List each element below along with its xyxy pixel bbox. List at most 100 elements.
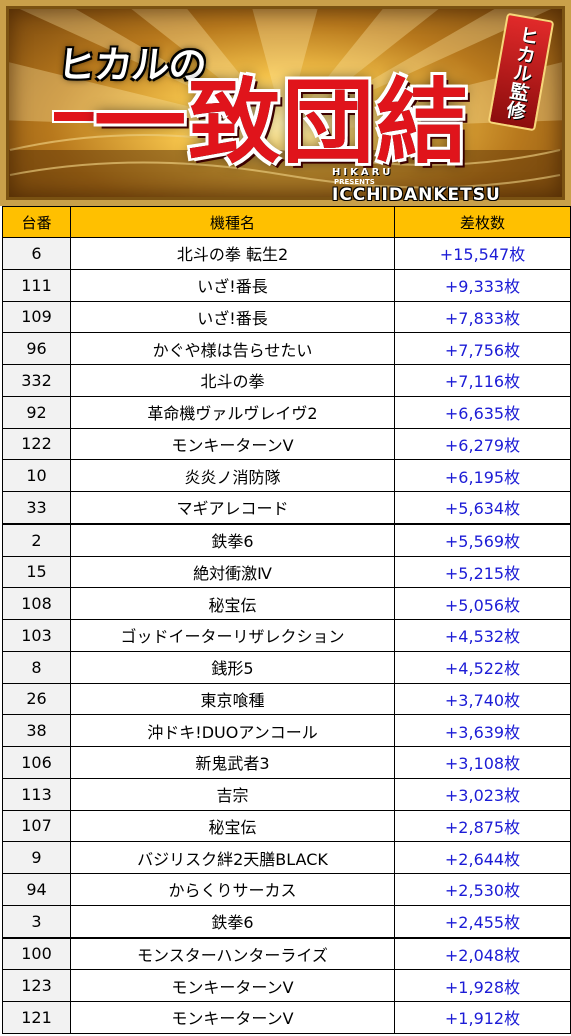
coin-difference-cell: +5,569枚	[394, 522, 571, 557]
machine-number-cell: 106	[2, 746, 71, 779]
table-row: 113 吉宗 +3,023枚	[2, 777, 571, 811]
coin-difference-cell: +1,912枚	[394, 1001, 571, 1034]
machine-number-cell: 103	[2, 619, 71, 652]
machine-number-cell: 6	[2, 237, 71, 270]
table-row: 103 ゴッドイーターリザレクション +4,532枚	[2, 619, 571, 652]
machine-name-cell: 鉄拳6	[70, 904, 395, 939]
machine-number-cell: 122	[2, 427, 71, 461]
banner-frame	[0, 0, 571, 206]
machine-number-cell: 3	[2, 904, 71, 939]
machine-name-cell: 革命機ヴァルヴレイヴ2	[70, 395, 395, 429]
header-machine-number: 台番	[2, 206, 71, 238]
coin-difference-cell: +6,279枚	[394, 427, 571, 461]
machine-name-cell: 銭形5	[70, 650, 395, 684]
machine-name-cell: モンキーターンV	[70, 1001, 395, 1034]
machine-number-cell: 33	[2, 490, 71, 525]
machine-name-cell: バジリスク絆2天膳BLACK	[70, 841, 395, 874]
table-row: 38 沖ドキ!DUOアンコール +3,639枚	[2, 714, 571, 747]
banner-sub-hikaru: HIKARU	[332, 167, 394, 178]
header-coin-difference: 差枚数	[394, 206, 571, 238]
table-row: 92 革命機ヴァルヴレイヴ2 +6,635枚	[2, 395, 571, 429]
table-row: 111 いざ!番長 +9,333枚	[2, 268, 571, 302]
coin-difference-cell: +2,048枚	[394, 936, 571, 971]
coin-difference-cell: +3,108枚	[394, 746, 571, 779]
banner-sub-presents: PRESENTS	[334, 178, 375, 186]
coin-difference-cell: +5,634枚	[394, 490, 571, 525]
machine-name-cell: 秘宝伝	[70, 587, 395, 620]
machine-number-cell: 8	[2, 650, 71, 684]
machine-number-cell: 92	[2, 395, 71, 429]
machine-name-cell: いざ!番長	[70, 300, 395, 334]
machine-number-cell: 38	[2, 714, 71, 747]
table-header-row: 台番 機種名 差枚数	[2, 206, 571, 238]
machine-name-cell: 沖ドキ!DUOアンコール	[70, 714, 395, 747]
table-row: 2 鉄拳6 +5,569枚	[2, 522, 571, 557]
machine-name-cell: 秘宝伝	[70, 809, 395, 843]
machine-name-cell: 絶対衝激Ⅳ	[70, 555, 395, 589]
machine-number-cell: 100	[2, 936, 71, 971]
header-machine-name: 機種名	[70, 206, 395, 238]
machine-number-cell: 113	[2, 777, 71, 811]
machine-number-cell: 96	[2, 332, 71, 365]
coin-difference-cell: +6,195枚	[394, 459, 571, 492]
machine-name-cell: 北斗の拳 転生2	[70, 237, 395, 270]
machine-number-cell: 121	[2, 1001, 71, 1034]
coin-difference-cell: +5,056枚	[394, 587, 571, 620]
coin-difference-cell: +2,530枚	[394, 873, 571, 906]
table-row: 96 かぐや様は告らせたい +7,756枚	[2, 332, 571, 365]
machine-number-cell: 26	[2, 682, 71, 716]
table-row: 33 マギアレコード +5,634枚	[2, 490, 571, 525]
banner-sub-ichi: ICCHIDANKETSU	[332, 185, 501, 205]
table-row: 26 東京喰種 +3,740枚	[2, 682, 571, 716]
coin-difference-cell: +7,756枚	[394, 332, 571, 365]
machine-name-cell: 炎炎ノ消防隊	[70, 459, 395, 492]
table-row: 8 銭形5 +4,522枚	[2, 650, 571, 684]
machine-number-cell: 94	[2, 873, 71, 906]
machine-number-cell: 15	[2, 555, 71, 589]
coin-difference-cell: +2,644枚	[394, 841, 571, 874]
coin-difference-cell: +3,023枚	[394, 777, 571, 811]
coin-difference-cell: +4,532枚	[394, 619, 571, 652]
table-row: 122 モンキーターンV +6,279枚	[2, 427, 571, 461]
machine-number-cell: 332	[2, 364, 71, 397]
table-row: 9 バジリスク絆2天膳BLACK +2,644枚	[2, 841, 571, 874]
table-row: 106 新鬼武者3 +3,108枚	[2, 746, 571, 779]
table-row: 108 秘宝伝 +5,056枚	[2, 587, 571, 620]
table-row: 332 北斗の拳 +7,116枚	[2, 364, 571, 397]
table-row: 94 からくりサーカス +2,530枚	[2, 873, 571, 906]
table-row: 100 モンスターハンターライズ +2,048枚	[2, 936, 571, 971]
coin-difference-cell: +1,928枚	[394, 969, 571, 1002]
ranking-table: 台番 機種名 差枚数 6 北斗の拳 転生2 +15,547枚 111 いざ!番長 +9,3…	[2, 206, 571, 1034]
machine-number-cell: 111	[2, 268, 71, 302]
machine-name-cell: 吉宗	[70, 777, 395, 811]
machine-number-cell: 2	[2, 522, 71, 557]
table-row: 3 鉄拳6 +2,455枚	[2, 904, 571, 939]
coin-difference-cell: +5,215枚	[394, 555, 571, 589]
coin-difference-cell: +3,740枚	[394, 682, 571, 716]
banner-subtitle: HIKARU PRESENTS ICCHIDANKETSU	[332, 168, 501, 204]
coin-difference-cell: +7,116枚	[394, 364, 571, 397]
table-row: 6 北斗の拳 転生2 +15,547枚	[2, 237, 571, 270]
machine-name-cell: ゴッドイーターリザレクション	[70, 619, 395, 652]
machine-name-cell: からくりサーカス	[70, 873, 395, 906]
machine-name-cell: 東京喰種	[70, 682, 395, 716]
table-row: 10 炎炎ノ消防隊 +6,195枚	[2, 459, 571, 492]
machine-number-cell: 10	[2, 459, 71, 492]
coin-difference-cell: +9,333枚	[394, 268, 571, 302]
machine-number-cell: 9	[2, 841, 71, 874]
coin-difference-cell: +15,547枚	[394, 237, 571, 270]
table-row: 123 モンキーターンV +1,928枚	[2, 969, 571, 1002]
coin-difference-cell: +7,833枚	[394, 300, 571, 334]
machine-name-cell: 北斗の拳	[70, 364, 395, 397]
coin-difference-cell: +4,522枚	[394, 650, 571, 684]
table-body: 6 北斗の拳 転生2 +15,547枚 111 いざ!番長 +9,333枚 109 いざ!番長…	[2, 237, 571, 1034]
machine-name-cell: 新鬼武者3	[70, 746, 395, 779]
machine-number-cell: 108	[2, 587, 71, 620]
machine-name-cell: モンキーターンV	[70, 427, 395, 461]
table-row: 109 いざ!番長 +7,833枚	[2, 300, 571, 334]
coin-difference-cell: +6,635枚	[394, 395, 571, 429]
table-row: 15 絶対衝激Ⅳ +5,215枚	[2, 555, 571, 589]
coin-difference-cell: +2,455枚	[394, 904, 571, 939]
machine-name-cell: いざ!番長	[70, 268, 395, 302]
machine-name-cell: マギアレコード	[70, 490, 395, 525]
